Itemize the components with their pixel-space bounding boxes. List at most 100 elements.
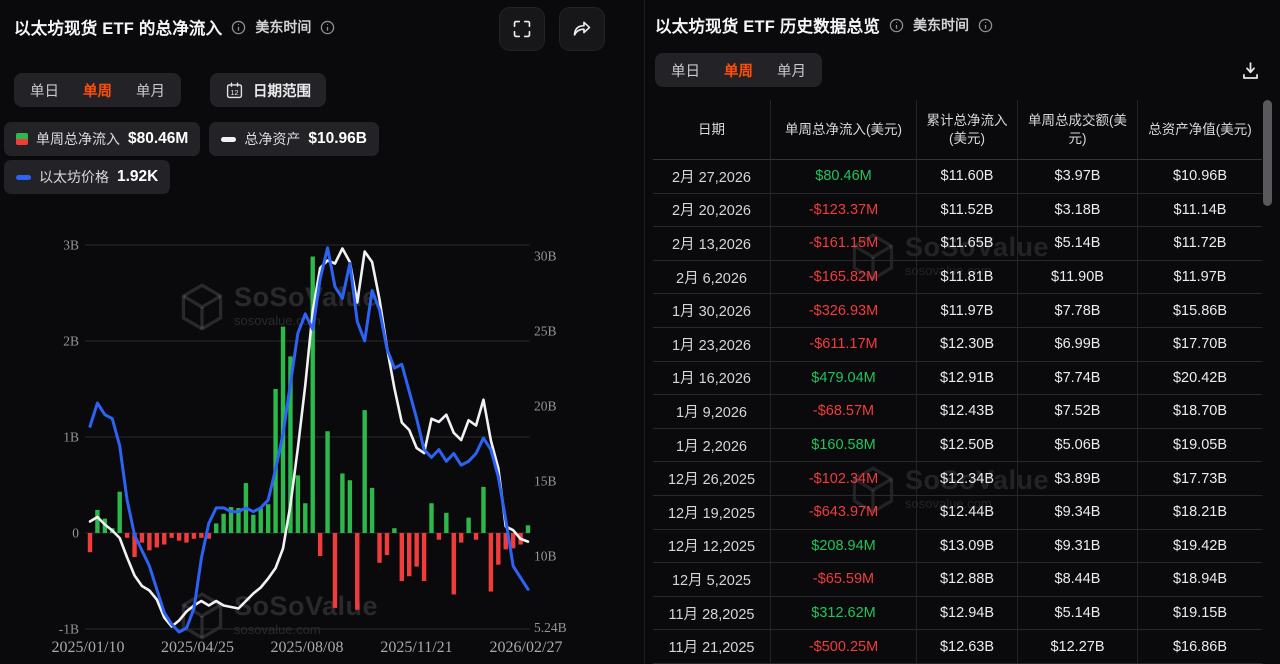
cell-cumulative-inflow: $11.65B	[917, 227, 1018, 261]
etf-flow-chart[interactable]: 3B 2B 1B 0 -1B 30B 25B 20B 15B 10B 5.24B 2025/01/10…	[0, 0, 645, 664]
table-row[interactable]: 12月 5,2025 -$65.59M $12.88B $8.44B $18.94B	[653, 563, 1262, 597]
cell-weekly-volume: $7.52B	[1018, 395, 1138, 429]
cell-weekly-volume: $6.99B	[1018, 327, 1138, 362]
weekly-inflow-bar	[265, 504, 271, 533]
cell-net-assets: $20.42B	[1138, 362, 1262, 396]
cell-weekly-inflow: $479.04M	[771, 361, 917, 396]
weekly-inflow-bar	[332, 533, 338, 608]
weekly-inflow-bar	[488, 533, 494, 592]
weekly-inflow-bar	[184, 533, 189, 543]
table-row[interactable]: 12月 19,2025 -$643.97M $12.44B $9.34B $18.21B	[653, 495, 1262, 530]
download-button[interactable]	[1236, 56, 1264, 84]
x-axis-tick: 2025/01/10	[52, 639, 125, 656]
right-axis-tick: 10B	[534, 549, 557, 564]
cell-date: 1月 16,2026	[653, 361, 771, 396]
table-scrollbar-thumb[interactable]	[1263, 100, 1272, 206]
weekly-inflow-bar	[355, 533, 360, 610]
cell-weekly-volume: $8.44B	[1018, 563, 1138, 597]
cell-weekly-inflow: -$102.34M	[771, 462, 917, 496]
cell-cumulative-inflow: $11.52B	[917, 193, 1018, 228]
info-icon[interactable]	[889, 18, 904, 33]
table-row[interactable]: 11月 28,2025 $312.62M $12.94B $5.14B $19.15B	[653, 596, 1262, 631]
chart-legend-row-2: 以太坊价格 1.92K	[4, 160, 171, 194]
cell-date: 2月 13,2026	[653, 227, 771, 261]
cell-net-assets: $11.14B	[1138, 194, 1262, 228]
table-row[interactable]: 1月 23,2026 -$611.17M $12.30B $6.99B $17.70B	[653, 327, 1262, 362]
cell-net-assets: $17.73B	[1138, 462, 1262, 496]
net-assets-swatch-icon	[221, 136, 237, 142]
cell-cumulative-inflow: $12.50B	[917, 428, 1018, 463]
cell-weekly-volume: $7.74B	[1018, 361, 1138, 396]
table-row[interactable]: 2月 27,2026 $80.46M $11.60B $3.97B $10.96B	[653, 160, 1262, 194]
weekly-inflow-bar	[473, 533, 479, 540]
fullscreen-button[interactable]	[499, 7, 545, 51]
tab-单周[interactable]: 单周	[724, 63, 753, 80]
table-row[interactable]: 2月 20,2026 -$123.37M $11.52B $3.18B $11.14B	[653, 193, 1262, 228]
table-row[interactable]: 1月 2,2026 $160.58M $12.50B $5.06B $19.05B	[653, 428, 1262, 463]
cell-net-assets: $17.70B	[1138, 328, 1262, 362]
weekly-inflow-bar	[481, 486, 486, 533]
table-row[interactable]: 2月 13,2026 -$161.15M $11.65B $5.14B $11.72B	[653, 227, 1262, 261]
legend-value: $10.96B	[308, 130, 367, 147]
share-button[interactable]	[559, 7, 605, 51]
svg-text:12: 12	[230, 87, 238, 96]
date-range-label: 日期范围	[253, 83, 311, 100]
weekly-inflow-bar	[362, 410, 367, 533]
legend-item-以太坊价格[interactable]: 以太坊价格 1.92K	[4, 160, 171, 194]
right-axis-tick: 5.24B	[534, 620, 567, 635]
page-title: 以太坊现货 ETF 的总净流入	[14, 20, 223, 38]
cell-weekly-volume: $5.14B	[1018, 596, 1138, 631]
weekly-inflow-bar	[236, 508, 241, 533]
weekly-inflow-bar	[191, 533, 197, 539]
column-header: 单周总净流入(美元)	[771, 100, 917, 160]
info-icon[interactable]	[320, 20, 335, 35]
legend-label: 单周总净流入	[36, 131, 120, 147]
tab-单日[interactable]: 单日	[30, 83, 59, 100]
weekly-inflow-bar	[325, 431, 330, 533]
table-row[interactable]: 1月 9,2026 -$68.57M $12.43B $7.52B $18.70B	[653, 395, 1262, 429]
fullscreen-icon	[513, 20, 531, 38]
right-axis-tick: 15B	[534, 474, 557, 489]
legend-value: 1.92K	[117, 168, 159, 185]
info-icon[interactable]	[978, 18, 993, 33]
info-icon[interactable]	[231, 20, 246, 35]
x-axis-tick: 2025/08/08	[271, 639, 344, 656]
weekly-inflow-bar	[95, 509, 100, 533]
right-panel-header: 以太坊现货 ETF 历史数据总览 美东时间	[655, 13, 993, 37]
cell-weekly-inflow: -$165.82M	[771, 260, 917, 295]
cell-weekly-volume: $3.18B	[1018, 193, 1138, 228]
cell-cumulative-inflow: $12.63B	[917, 630, 1018, 664]
table-row[interactable]: 12月 26,2025 -$102.34M $12.34B $3.89B $17.73B	[653, 462, 1262, 496]
cell-date: 12月 12,2025	[653, 529, 771, 564]
legend-item-单周总净流入[interactable]: 单周总净流入 $80.46M	[4, 122, 201, 156]
weekly-inflow-bar	[347, 480, 353, 533]
tab-单周[interactable]: 单周	[83, 83, 112, 100]
cell-weekly-volume: $9.31B	[1018, 529, 1138, 564]
cell-cumulative-inflow: $12.30B	[917, 327, 1018, 362]
cell-net-assets: $10.96B	[1138, 160, 1262, 194]
cell-weekly-volume: $7.78B	[1018, 294, 1138, 328]
weekly-inflow-bar	[310, 256, 315, 533]
tab-单月[interactable]: 单月	[136, 83, 165, 100]
weekly-inflow-bar	[340, 473, 345, 533]
cell-cumulative-inflow: $12.44B	[917, 495, 1018, 530]
date-range-button[interactable]: 12 日期范围	[210, 73, 326, 107]
table-row[interactable]: 2月 6,2026 -$165.82M $11.81B $11.90B $11.97B	[653, 260, 1262, 295]
table-row[interactable]: 12月 12,2025 $208.94M $13.09B $9.31B $19.42B	[653, 529, 1262, 564]
table-row[interactable]: 1月 30,2026 -$326.93M $11.97B $7.78B $15.86B	[653, 294, 1262, 328]
cell-net-assets: $18.70B	[1138, 395, 1262, 429]
table-body: 2月 27,2026 $80.46M $11.60B $3.97B $10.96B 2月 …	[653, 160, 1262, 664]
legend-item-总净资产[interactable]: 总净资产 $10.96B	[209, 122, 379, 156]
cell-cumulative-inflow: $12.91B	[917, 361, 1018, 396]
tab-单日[interactable]: 单日	[671, 63, 700, 80]
column-header: 日期	[653, 100, 771, 160]
tab-单月[interactable]: 单月	[777, 63, 806, 80]
weekly-inflow-bar	[429, 503, 434, 533]
cell-date: 11月 21,2025	[653, 630, 771, 664]
table-row[interactable]: 1月 16,2026 $479.04M $12.91B $7.74B $20.42B	[653, 361, 1262, 396]
legend-label: 总净资产	[244, 131, 301, 147]
table-row[interactable]: 11月 21,2025 -$500.25M $12.63B $12.27B $16.86…	[653, 630, 1262, 664]
weekly-inflow-bar	[288, 356, 293, 533]
cell-weekly-volume: $12.27B	[1018, 630, 1138, 664]
cell-cumulative-inflow: $12.94B	[917, 596, 1018, 631]
